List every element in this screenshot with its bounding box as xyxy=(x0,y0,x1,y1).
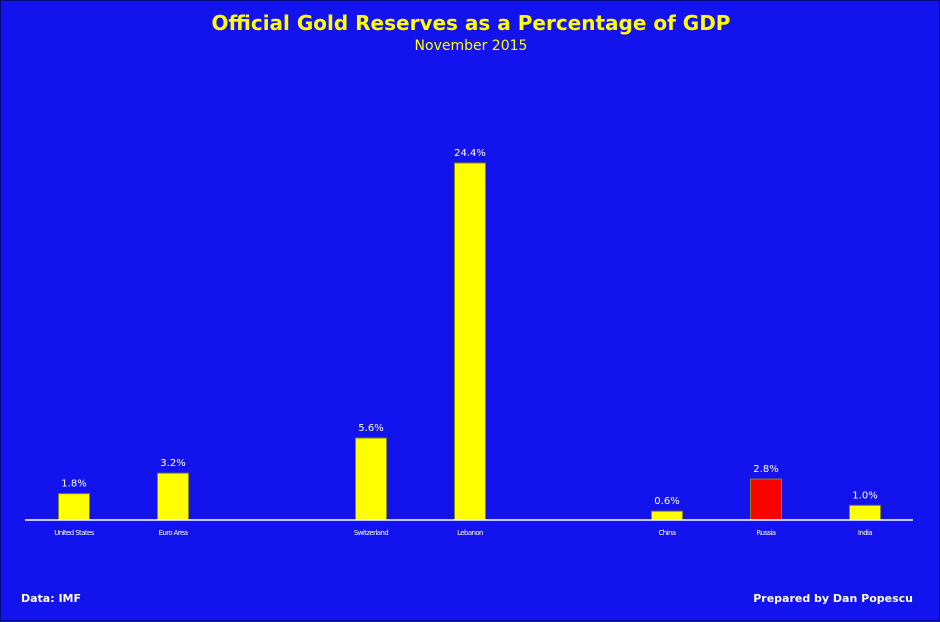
data-source-note: Data: IMF xyxy=(21,592,82,605)
bar-russia xyxy=(750,478,782,521)
value-label: 5.6% xyxy=(358,423,383,434)
bar-united-states xyxy=(58,493,90,521)
category-label: China xyxy=(659,529,676,537)
category-label: Euro Area xyxy=(159,529,188,537)
bar-switzerland xyxy=(355,437,387,521)
bar-euro-area xyxy=(157,472,189,521)
value-label: 1.0% xyxy=(852,490,877,501)
author-credit: Prepared by Dan Popescu xyxy=(753,592,913,605)
value-label: 0.6% xyxy=(654,496,679,507)
value-label: 3.2% xyxy=(160,458,185,469)
labels-group: 1.8% United States 3.2% Euro Area 5.6% Switze… xyxy=(54,148,878,537)
category-label: India xyxy=(858,529,872,537)
category-label: Russia xyxy=(757,529,776,537)
category-label: United States xyxy=(54,529,95,537)
bar-china xyxy=(651,510,683,521)
chart-subtitle: November 2015 xyxy=(414,38,528,54)
category-label: Lebanon xyxy=(457,529,483,537)
bar-india xyxy=(849,504,881,521)
category-label: Switzerland xyxy=(354,529,388,537)
value-label: 1.8% xyxy=(61,479,86,490)
chart-title: Official Gold Reserves as a Percentage o… xyxy=(211,11,731,35)
value-label: 2.8% xyxy=(753,464,778,475)
value-label: 24.4% xyxy=(454,148,486,159)
bar-lebanon xyxy=(454,162,486,521)
bars-group xyxy=(58,162,881,521)
